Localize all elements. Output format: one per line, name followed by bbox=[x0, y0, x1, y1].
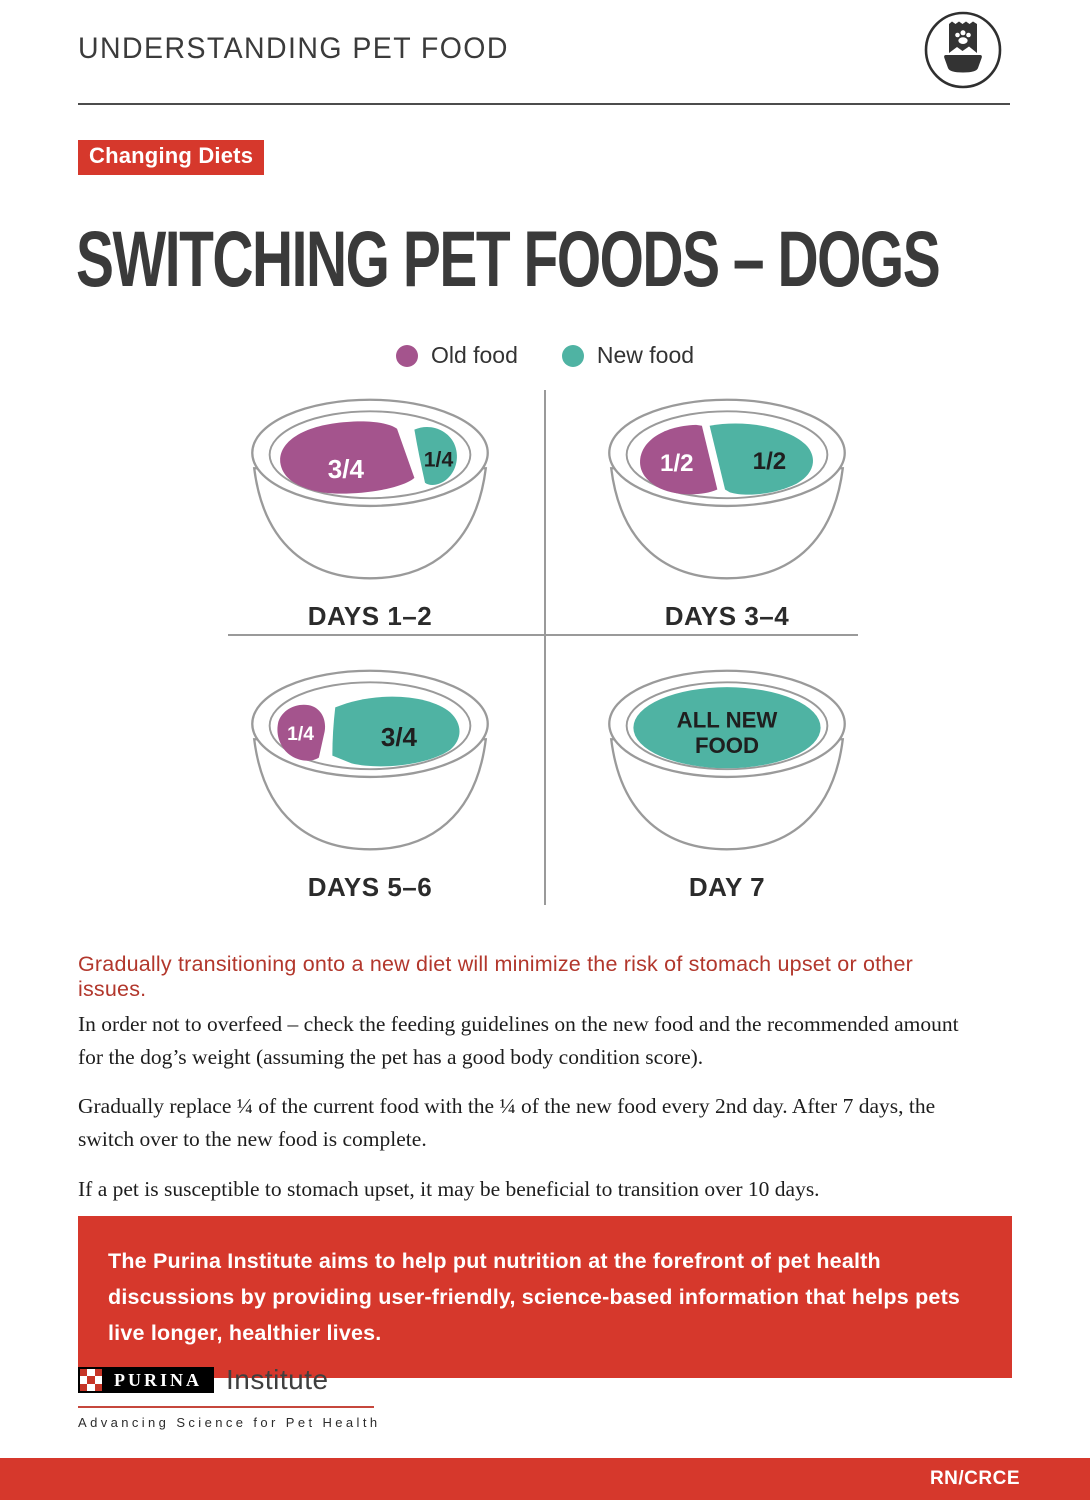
old-fraction-label: 1/2 bbox=[660, 450, 694, 477]
bowl-graphic: ALL NEW FOOD bbox=[608, 669, 846, 851]
mission-banner: The Purina Institute aims to help put nu… bbox=[78, 1216, 1012, 1379]
old-food-portion bbox=[640, 424, 718, 495]
bowl-days-1-2: 3/4 1/4 DAYS 1–2 bbox=[225, 393, 515, 632]
bowl-graphic: 1/2 1/2 bbox=[608, 398, 846, 580]
paragraph: If a pet is susceptible to stomach upset… bbox=[78, 1176, 820, 1201]
legend-item-old-food: Old food bbox=[395, 342, 518, 369]
bowl-days-3-4: 1/2 1/2 DAYS 3–4 bbox=[582, 393, 872, 632]
bowl-day-label: DAYS 1–2 bbox=[307, 601, 433, 631]
legend-new-label: New food bbox=[596, 342, 695, 368]
body-text: In order not to overfeed – check the fee… bbox=[78, 1008, 968, 1222]
legend: Old food New food bbox=[0, 342, 1090, 369]
new-food-portion bbox=[709, 423, 813, 495]
purina-institute-logo: PURINA Institute Advancing Science for P… bbox=[78, 1364, 380, 1430]
old-food-dot-icon bbox=[395, 344, 418, 367]
institute-text: Institute bbox=[226, 1364, 329, 1395]
page-header-title: UNDERSTANDING PET FOOD bbox=[78, 32, 509, 65]
bowl-graphic: 3/4 1/4 bbox=[251, 398, 489, 580]
section-badge: Changing Diets bbox=[78, 140, 265, 175]
old-fraction-label: 3/4 bbox=[328, 454, 365, 484]
legend-item-new-food: New food bbox=[561, 342, 695, 369]
header-divider bbox=[78, 103, 1010, 105]
paragraph: Gradually replace ¼ of the current food … bbox=[78, 1094, 936, 1152]
footer-code: RN/CRCE bbox=[929, 1468, 1020, 1489]
new-fraction-label: 3/4 bbox=[381, 722, 418, 752]
bowl-graphic: 1/4 3/4 bbox=[251, 669, 489, 851]
new-food-portion bbox=[332, 696, 460, 767]
all-new-food-label-line1: ALL NEW bbox=[677, 708, 778, 733]
purina-wordmark: PURINA bbox=[78, 1367, 214, 1393]
legend-old-label: Old food bbox=[430, 342, 518, 368]
new-food-dot-icon bbox=[561, 344, 584, 367]
paragraph: In order not to overfeed – check the fee… bbox=[78, 1012, 959, 1069]
new-fraction-label: 1/2 bbox=[753, 448, 787, 475]
highlight-statement: Gradually transitioning onto a new diet … bbox=[78, 952, 913, 1001]
new-fraction-label: 1/4 bbox=[424, 448, 454, 471]
old-food-portion bbox=[277, 704, 326, 761]
page-title: SWITCHING PET FOODS – DOGS bbox=[76, 214, 941, 303]
bowl-days-5-6: 1/4 3/4 DAYS 5–6 bbox=[225, 664, 515, 903]
bowl-day-7: ALL NEW FOOD DAY 7 bbox=[582, 664, 872, 903]
logo-underline bbox=[78, 1406, 374, 1408]
bowl-day-label: DAYS 3–4 bbox=[664, 601, 790, 631]
purina-brand-text: PURINA bbox=[114, 1369, 202, 1390]
footer-bar: RN/CRCE bbox=[0, 1458, 1090, 1500]
purina-checkerboard-icon bbox=[78, 1367, 104, 1393]
grid-divider-horizontal bbox=[228, 634, 858, 636]
new-food-portion bbox=[414, 427, 457, 486]
new-food-portion bbox=[633, 687, 821, 769]
pet-food-bag-icon bbox=[921, 8, 1005, 97]
bowl-day-label: DAY 7 bbox=[688, 872, 766, 902]
old-food-portion bbox=[280, 421, 415, 494]
all-new-food-label-line2: FOOD bbox=[695, 733, 759, 758]
logo-tagline: Advancing Science for Pet Health bbox=[78, 1415, 381, 1430]
bowl-day-label: DAYS 5–6 bbox=[307, 872, 433, 902]
grid-divider-vertical bbox=[544, 390, 546, 905]
old-fraction-label: 1/4 bbox=[287, 724, 314, 745]
